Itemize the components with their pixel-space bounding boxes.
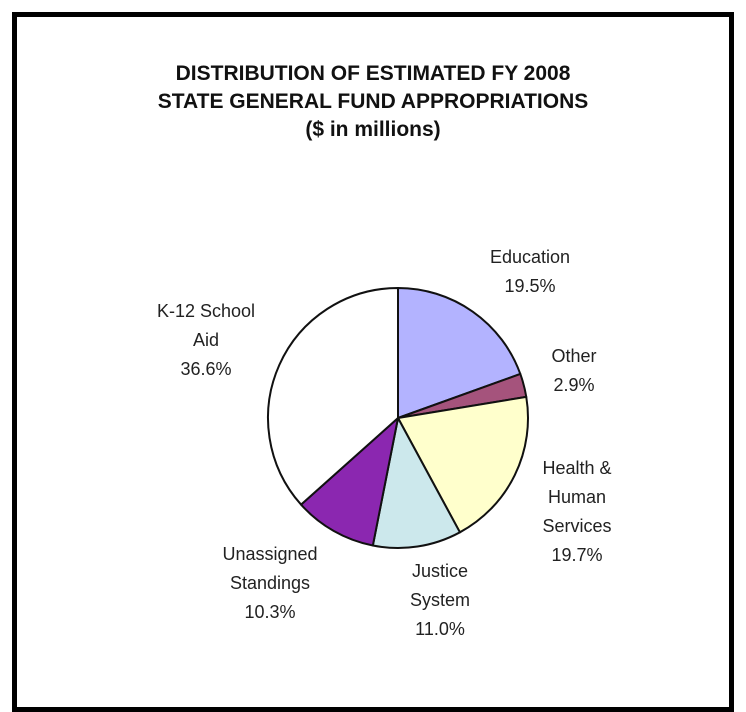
slice-label-5-line-1: Aid	[193, 330, 219, 350]
pie-slices	[267, 287, 529, 549]
pie-slice-4	[300, 417, 399, 547]
slice-label-4-line-0: Unassigned	[222, 544, 317, 564]
slice-label-3-line-2: 11.0%	[415, 619, 465, 639]
slice-label-2-line-3: 19.7%	[551, 545, 602, 565]
pie-slice-5	[267, 287, 399, 506]
slice-label-4-line-1: Standings	[230, 573, 310, 593]
chart-title: DISTRIBUTION OF ESTIMATED FY 2008 STATE …	[12, 60, 734, 144]
pie-chart: Education 19.5% Other 2.9% Health & Human Serv…	[157, 247, 612, 639]
slice-label-2-line-0: Health &	[542, 458, 611, 478]
slice-label-0-line-1: 19.5%	[504, 276, 555, 296]
slice-label-2-line-1: Human	[548, 487, 606, 507]
slice-label-1: Other 2.9%	[551, 346, 596, 395]
slice-label-5-line-2: 36.6%	[180, 359, 231, 379]
slice-label-4: Unassigned Standings 10.3%	[222, 544, 317, 622]
slice-label-2-line-2: Services	[542, 516, 611, 536]
slice-label-3-line-1: System	[410, 590, 470, 610]
slice-label-2: Health & Human Services 19.7%	[542, 458, 611, 565]
pie-slice-3	[371, 417, 461, 549]
slice-label-4-line-2: 10.3%	[244, 602, 295, 622]
pie-labels: Education 19.5% Other 2.9% Health & Human Serv…	[157, 247, 612, 639]
slice-label-5: K-12 School Aid 36.6%	[157, 301, 255, 379]
chart-title-line-1: DISTRIBUTION OF ESTIMATED FY 2008	[175, 62, 571, 85]
slice-label-1-line-0: Other	[551, 346, 596, 366]
slice-label-0: Education 19.5%	[490, 247, 570, 296]
pie-slice-2	[397, 395, 529, 534]
chart-subtitle: ($ in millions)	[305, 118, 441, 141]
slice-label-5-line-0: K-12 School	[157, 301, 255, 321]
pie-slice-0	[397, 287, 522, 419]
slice-label-1-line-1: 2.9%	[553, 375, 594, 395]
chart-title-line-2: STATE GENERAL FUND APPROPRIATIONS	[157, 90, 589, 113]
slice-label-3-line-0: Justice	[412, 561, 468, 581]
slice-label-0-line-0: Education	[490, 247, 570, 267]
slice-label-3: Justice System 11.0%	[410, 561, 470, 639]
